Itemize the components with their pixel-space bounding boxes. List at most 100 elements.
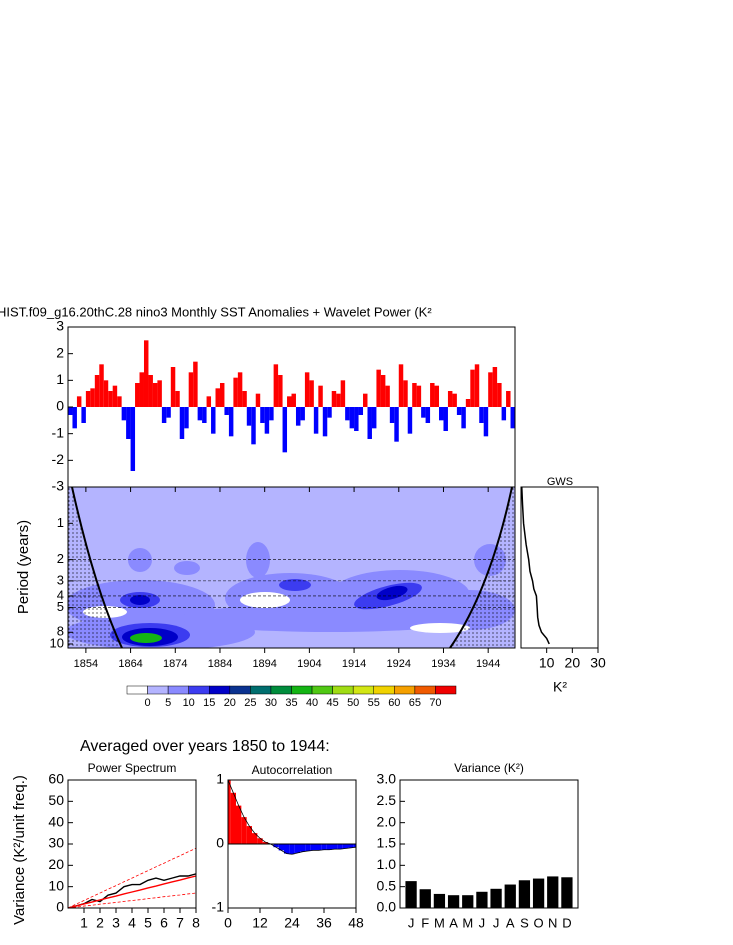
colorbar-box [167,685,189,695]
anomaly-bar [197,407,203,421]
anomaly-bar [157,380,162,407]
anomaly-bar [291,393,296,407]
anomaly-bar [506,391,511,407]
variance-bar [419,889,431,908]
y-tick-label: 10 [50,635,64,650]
anomaly-bar [479,407,484,423]
anomaly-bar [273,364,279,407]
anomaly-bar [385,385,390,407]
anomaly-bar [90,388,95,407]
anomaly-bar [434,385,440,407]
x-tick-label: J [408,915,415,930]
anomaly-bar [492,367,498,407]
anomaly-bar [412,383,417,407]
anomaly-bar [331,391,337,407]
anomaly-bar [251,407,256,445]
x-tick-label: 5 [144,915,152,931]
anomaly-bar [309,380,314,407]
anomaly-bar [439,407,444,421]
autocorr-bar [289,844,295,855]
autocorr-bar [228,780,231,844]
gws-frame [520,486,599,649]
x-tick-label: 1894 [252,658,276,670]
x-tick-label: 4 [128,915,136,931]
variance-bar [532,878,545,908]
anomaly-bar [349,407,355,429]
autocorr-bar [273,844,279,848]
autocorr-bar [294,844,300,853]
y-tick-label: 1.0 [377,856,397,872]
x-tick-label: 6 [160,915,168,931]
anomaly-bar [184,407,189,429]
x-tick-label: 0 [224,915,232,931]
anomaly-bar [488,372,493,407]
x-tick-label: A [506,915,515,930]
autocorr-bar [348,844,354,848]
anomaly-bar [461,407,466,429]
y-tick-label: 0 [216,835,224,851]
anomaly-bar [336,393,341,407]
anomaly-bar [99,364,104,407]
anomaly-bar [358,407,364,415]
y-tick-label: 2.5 [377,792,397,808]
x-tick-label: J [493,915,500,930]
colorbar-label: 50 [347,697,359,709]
y-tick-label: 0 [56,899,64,915]
anomaly-bar [367,407,372,439]
y-tick-label: 20 [48,856,64,872]
colorbar-box [250,685,272,695]
anomaly-bar [327,407,332,418]
autocorr-bar [337,844,343,850]
autocorr-bar [321,844,327,850]
x-tick-label: 10 [539,655,555,671]
colorbar-label: 40 [306,697,318,709]
x-tick-label: 1914 [342,658,366,670]
anomaly-bar [389,407,395,423]
anomaly-bar [179,407,185,439]
anomaly-bar [318,385,323,407]
anomaly-bar [219,383,225,407]
spectrum-line [67,892,197,909]
variance-bar [518,880,531,908]
anomaly-bar [206,396,212,407]
variance-bar [447,895,460,908]
anomaly-bar [425,407,431,423]
x-tick-label: 1854 [74,658,98,670]
anomaly-bar [295,407,301,426]
anomaly-bar [148,375,153,407]
autocorr-bar [310,844,316,851]
anomaly-bar [371,407,377,429]
colorbar-box [188,685,210,695]
x-tick-label: 36 [316,915,332,931]
y-tick-label: -1 [212,899,225,915]
y-tick-label: 2 [56,344,64,360]
anomaly-bar [215,388,220,407]
autocorr-bar [230,792,236,844]
spectrum-title: Power Spectrum [88,761,177,775]
anomaly-bar [447,391,453,407]
y-tick-label: 30 [48,835,64,851]
colorbar-label: 10 [183,697,195,709]
autocorr-bar [284,844,290,854]
anomaly-bar [345,407,350,421]
x-tick-label: 48 [348,915,364,931]
y-tick-label: 0.5 [377,877,397,893]
anomaly-bar [103,380,109,407]
y-tick-label: 1.5 [377,835,397,851]
autocorr-bar [252,833,258,844]
x-tick-label: 7 [176,915,184,931]
autocorr-bar [342,844,348,849]
anomaly-bar [483,407,489,437]
colorbar-box [229,685,251,695]
x-tick-label: 1904 [297,658,321,670]
colorbar-label: 65 [409,697,421,709]
colorbar-box [394,685,416,695]
colorbar-box [147,685,169,695]
x-tick-label: 1884 [208,658,232,670]
colorbar-label: 45 [327,697,339,709]
anomaly-bar [269,407,274,421]
averaged-heading: Averaged over years 1850 to 1944: [80,738,330,755]
anomaly-bar [193,361,198,407]
colorbar-box [332,685,354,695]
